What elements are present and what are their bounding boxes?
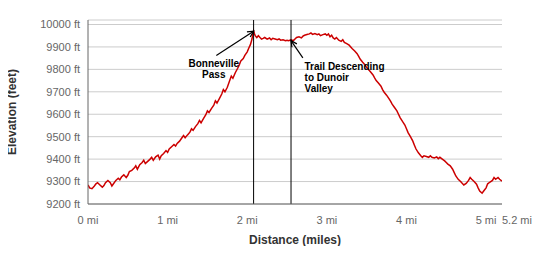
svg-text:10000 ft: 10000 ft — [40, 18, 80, 30]
svg-text:4 mi: 4 mi — [396, 214, 417, 226]
svg-text:5.2 mi: 5.2 mi — [502, 214, 532, 226]
svg-text:0 mi: 0 mi — [78, 214, 99, 226]
svg-text:5 mi: 5 mi — [476, 214, 497, 226]
svg-text:Trail Descendingto DunoirValle: Trail Descendingto DunoirValley — [305, 61, 385, 94]
svg-text:Elevation (feet): Elevation (feet) — [8, 69, 19, 155]
svg-text:9400 ft: 9400 ft — [46, 153, 80, 165]
svg-text:9700 ft: 9700 ft — [46, 86, 80, 98]
svg-text:1 mi: 1 mi — [157, 214, 178, 226]
svg-text:3 mi: 3 mi — [316, 214, 337, 226]
svg-text:9300 ft: 9300 ft — [46, 175, 80, 187]
svg-text:9500 ft: 9500 ft — [46, 131, 80, 143]
svg-text:BonnevillePass: BonnevillePass — [189, 58, 240, 80]
svg-text:2 mi: 2 mi — [237, 214, 258, 226]
svg-text:9600 ft: 9600 ft — [46, 108, 80, 120]
svg-text:Distance (miles): Distance (miles) — [249, 233, 341, 246]
svg-text:9800 ft: 9800 ft — [46, 63, 80, 75]
svg-text:9900 ft: 9900 ft — [46, 41, 80, 53]
svg-text:9200 ft: 9200 ft — [46, 198, 80, 210]
